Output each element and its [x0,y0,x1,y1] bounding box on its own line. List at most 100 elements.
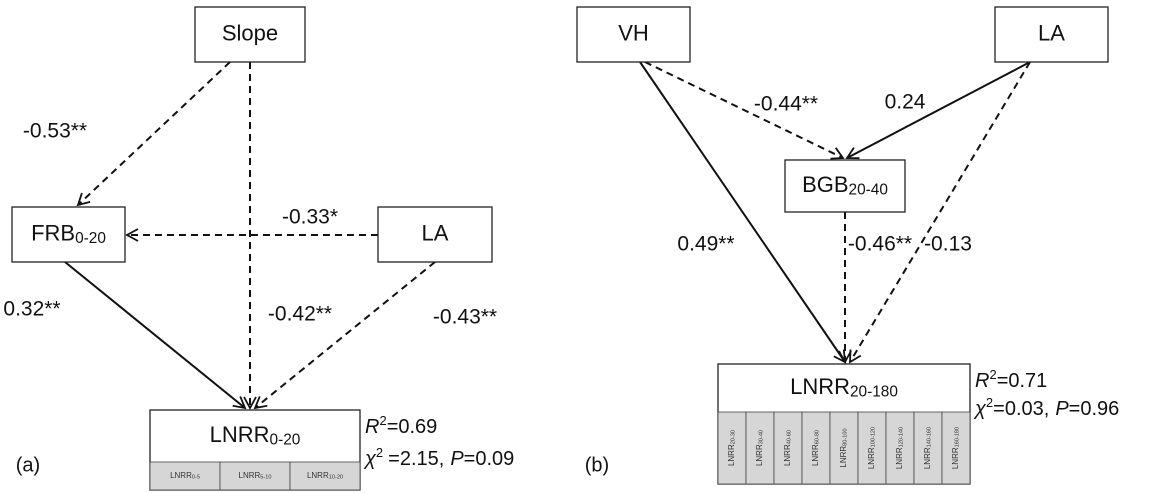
path-arrow [253,261,436,410]
indicator-cell [289,461,361,491]
fit-chi: χ2=0.03, P=0.96 [973,396,1119,421]
path-coefficient: 0.24 [885,91,926,114]
indicator-cell [745,411,775,485]
path-coefficient: -0.46** [848,233,912,256]
node-label: LNRR100-120 [867,427,877,469]
p-symbol: P [450,448,464,470]
node-label: LA [1038,20,1065,45]
panel-label: (a) [16,454,40,476]
node-subscript: 100-120 [871,427,877,448]
fit-r2: R2=0.69 [365,414,437,439]
node-label: LNRR5-10 [239,471,272,481]
node-name: LNRR [755,444,764,466]
node-subscript: 30-40 [759,430,765,444]
node-subscript: 0-20 [75,230,106,247]
chi-symbol: χ [973,398,987,420]
node-name: LNRR [783,444,792,466]
indicator-cell [717,411,747,485]
node-name: LNRR [307,471,329,480]
node-box [377,206,493,263]
path-arrow [64,261,247,410]
chi-symbol: χ [363,448,377,470]
path-coefficient: 0.49** [677,233,734,256]
node-box [994,6,1109,63]
node-subscript: 40-60 [787,430,793,444]
node-subscript: 20-180 [850,384,898,401]
node-label: Slope [222,20,278,45]
node-subscript: 0-5 [192,475,200,481]
node-subscript: 10-20 [329,475,343,481]
node-name: LNRR [239,471,261,480]
r-sup: 2 [379,414,386,429]
node-name: VH [618,20,649,45]
p-value: =0.09 [464,448,515,470]
path-coefficient: -0.13 [924,233,972,256]
node-label: BGB20-40 [802,172,888,199]
node-name: LNRR [790,374,850,399]
path-arrow [644,61,845,160]
node-label: LNRR120-140 [895,427,905,469]
node-label: LNRR0-20 [210,422,301,449]
chi-value: =2.15, [388,448,444,470]
p-value: =0.96 [1069,398,1120,420]
node-name: FRB [31,220,75,245]
node-name: Slope [222,20,278,45]
path-coefficient: -0.44** [754,93,818,116]
path-coefficient: 0.32** [3,298,60,321]
indicator-cell [773,411,803,485]
p-symbol: P [1055,398,1069,420]
node-label: LNRR40-60 [783,430,793,466]
path-arrow [639,61,847,364]
node-box [576,6,691,63]
node-name: LNRR [867,447,876,469]
node-name: LNRR [895,447,904,469]
node-box [11,206,126,263]
node-name: LNRR [839,446,848,468]
node-label: FRB0-20 [31,220,106,247]
indicator-cell [857,411,887,485]
node-box [194,6,306,63]
path-coefficient: -0.42** [268,303,332,326]
path-coefficient: -0.53** [23,120,87,143]
node-name: BGB [802,172,848,197]
node-label: LNRR20-180 [790,374,898,401]
node-name: LNRR [951,447,960,469]
chi-sup: 2 [376,446,383,461]
node-subscript: 20-30 [731,430,737,444]
node-name: LA [1038,20,1065,45]
fit-r2: R2=0.71 [975,368,1047,393]
fit-chi: χ2 =2.15, P=0.09 [363,446,514,471]
chi-value: =0.03, [993,398,1049,420]
node-subscript: 0-20 [270,432,301,449]
indicator-cell [219,461,291,491]
r-symbol: R [365,416,379,438]
node-label: LNRR80-100 [839,428,849,467]
indicator-cell [149,461,221,491]
node-label: LNRR160-180 [951,427,961,469]
node-subscript: 20-40 [849,182,888,199]
node-subscript: 120-140 [899,427,905,448]
node-label: LNRR140-160 [923,427,933,469]
chi-sup: 2 [986,396,993,411]
path-coefficient: -0.43** [433,306,497,329]
node-label: VH [618,20,649,45]
path-arrow [76,61,231,207]
node-subscript: 140-160 [927,427,933,448]
node-label: LNRR20-30 [727,430,737,466]
node-label: LNRR0-5 [170,471,200,481]
node-subscript: 60-80 [815,430,821,444]
indicator-cell [913,411,943,485]
r-value: =0.71 [997,370,1048,392]
node-name: LNRR [727,444,736,466]
indicator-cell [941,411,971,485]
node-label: LNRR60-80 [811,430,821,466]
r-symbol: R [975,370,989,392]
node-box [784,159,906,213]
panel-label: (b) [585,454,609,476]
path-coefficient: -0.33* [282,206,338,229]
r-sup: 2 [989,368,996,383]
node-label: LNRR30-40 [755,430,765,466]
node-subscript: 5-10 [260,475,271,481]
node-name: LNRR [210,422,270,447]
